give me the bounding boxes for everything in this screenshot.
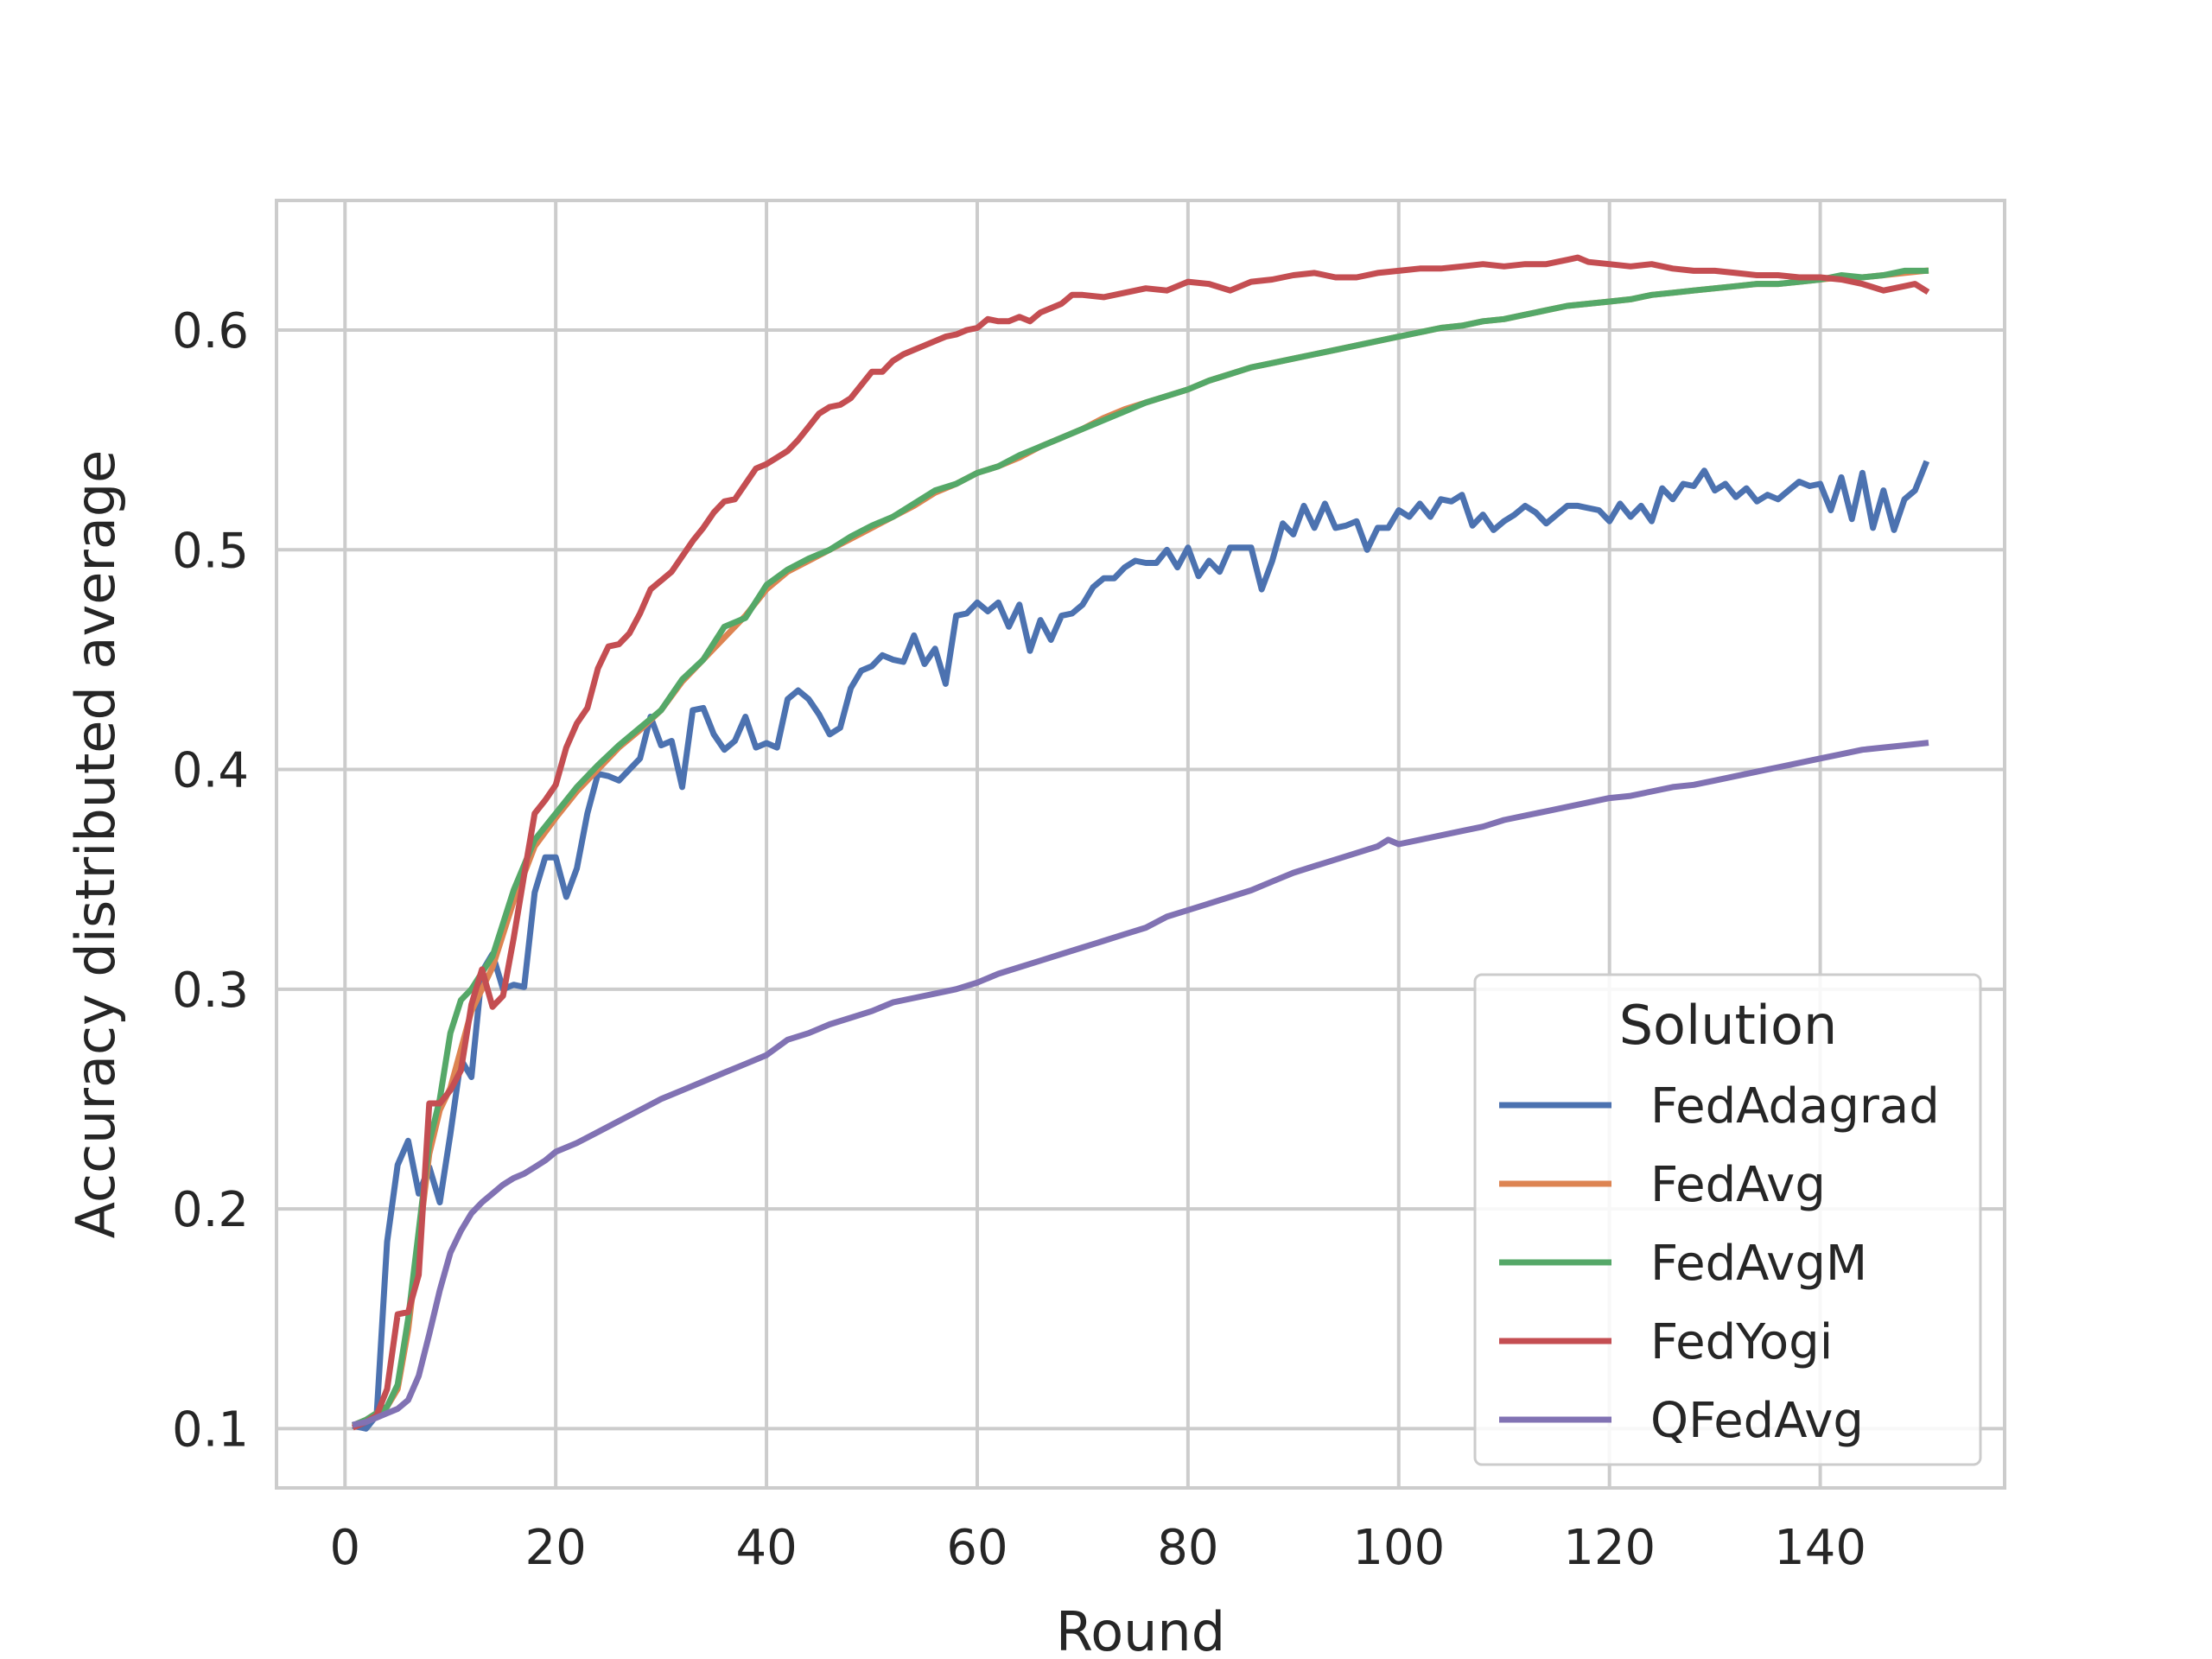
legend-label-fedyogi: FedYogi	[1650, 1314, 1833, 1370]
series-line-fedyogi	[351, 254, 1930, 1431]
y-tick-label: 0.4	[172, 743, 249, 799]
x-tick-label: 60	[946, 1520, 1007, 1576]
series-line-fedavgm	[351, 267, 1929, 1428]
y-tick-label: 0.1	[172, 1402, 249, 1458]
x-tick-label: 40	[735, 1520, 797, 1576]
y-tick-label: 0.3	[172, 963, 249, 1019]
x-tick-labels: 0 20 40 60 80 100 120 140	[329, 1520, 1866, 1576]
legend-entries: FedAdagrad FedAvg FedAvgM FedYogi QFedAvg	[1499, 1078, 1940, 1449]
x-tick-label: 120	[1563, 1520, 1656, 1576]
y-tick-label: 0.5	[172, 523, 249, 579]
legend-label-qfedavg: QFedAvg	[1650, 1393, 1864, 1449]
x-tick-label: 140	[1774, 1520, 1866, 1576]
plot-frame	[275, 199, 2006, 1490]
x-axis-title: Round	[1056, 1600, 1225, 1659]
y-tick-label: 0.6	[172, 303, 249, 359]
legend-label-fedavg: FedAvg	[1650, 1157, 1826, 1213]
legend-title: Solution	[1619, 994, 1838, 1057]
y-axis-title: Accuracy distributed average	[64, 450, 127, 1239]
legend-label-fedadagrad: FedAdagrad	[1650, 1078, 1940, 1135]
series-group	[351, 254, 1930, 1432]
legend-label-fedavgm: FedAvgM	[1650, 1236, 1867, 1292]
legend: Solution FedAdagrad FedAvg FedAvgM FedYogi Q…	[1473, 973, 1982, 1466]
x-tick-label: 20	[525, 1520, 587, 1576]
x-tick-label: 100	[1352, 1520, 1445, 1576]
x-tick-label: 0	[329, 1520, 360, 1576]
y-tick-label: 0.2	[172, 1182, 249, 1238]
series-line-fedadagrad	[352, 460, 1930, 1432]
y-tick-labels: 0.1 0.2 0.3 0.4 0.5 0.6	[172, 303, 249, 1458]
x-tick-label: 80	[1157, 1520, 1218, 1576]
series-line-qfedavg	[352, 740, 1929, 1428]
